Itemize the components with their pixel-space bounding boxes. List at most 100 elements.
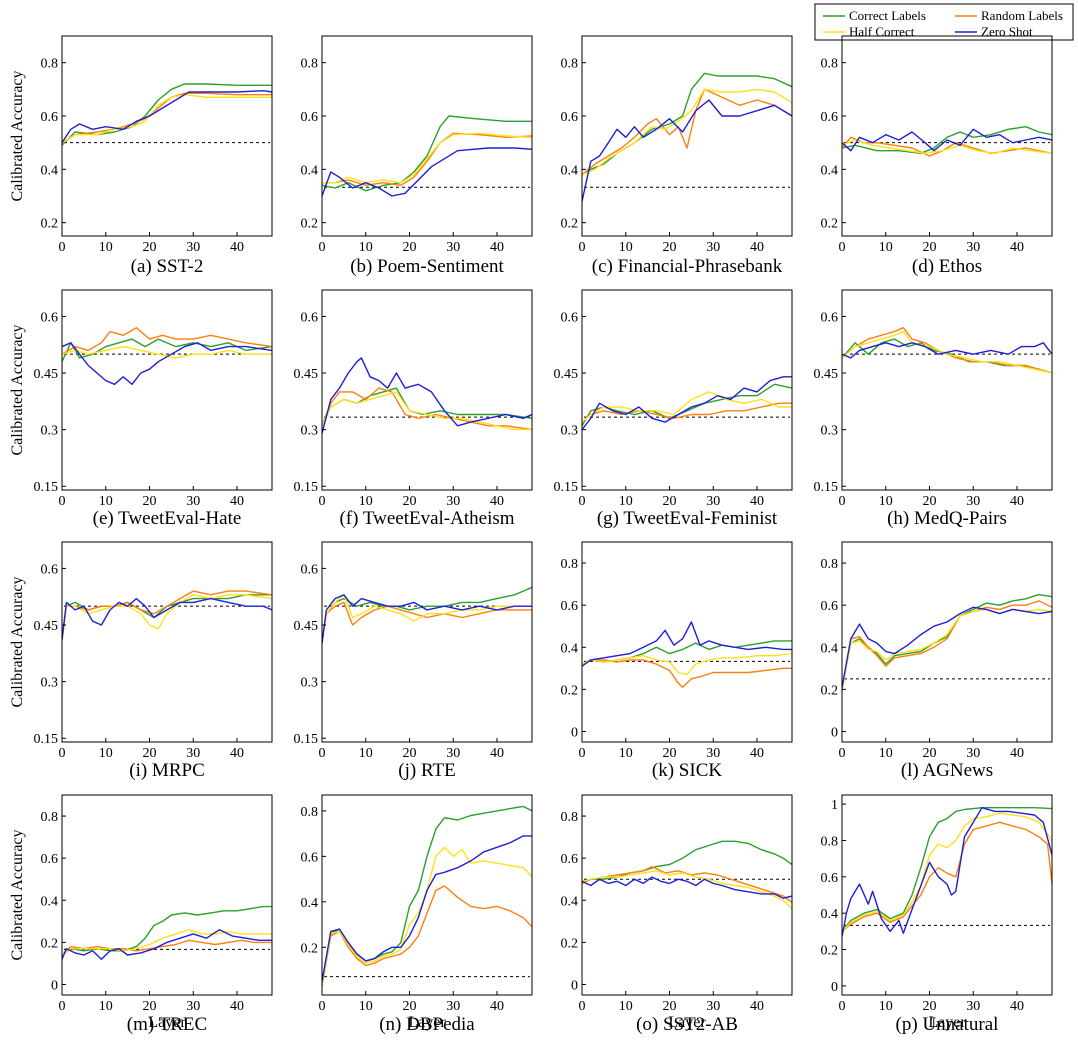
subplot-caption: (f) TweetEval-Atheism [339, 508, 514, 529]
x-tick-label: 30 [186, 494, 200, 509]
x-tick-label: 30 [706, 494, 720, 509]
x-tick-label: 10 [619, 999, 633, 1014]
subplot-caption: (l) AGNews [901, 760, 993, 781]
y-tick-label: 0.6 [41, 110, 59, 125]
y-tick-label: 0.15 [34, 480, 59, 495]
series-line [62, 343, 272, 385]
x-tick-label: 0 [319, 999, 326, 1014]
y-tick-label: 0.8 [561, 57, 579, 72]
subplot-caption: (k) SICK [652, 760, 722, 781]
y-tick-label: 0.2 [821, 944, 839, 959]
plot-frame [322, 542, 532, 742]
x-tick-label: 10 [619, 240, 633, 255]
x-tick-label: 10 [879, 999, 893, 1014]
x-tick-label: 40 [490, 999, 504, 1014]
subplot-caption: (p) Unnatural [896, 1014, 999, 1035]
chart-panel: 0 10 20 30 400.150.30.450.6(e) TweetEval-Hat… [34, 290, 273, 529]
plot-frame [842, 36, 1052, 236]
y-tick-label: 0.2 [301, 217, 319, 232]
series-line [62, 328, 272, 355]
x-tick-label: 30 [446, 999, 460, 1014]
y-tick-label: 0.6 [301, 110, 319, 125]
y-tick-label: 0.8 [41, 810, 59, 825]
series-line [582, 877, 792, 898]
series-line [322, 133, 532, 182]
x-tick-label: 20 [923, 999, 937, 1014]
chart-panel: 0 10 20 30 400.150.30.450.6(i) MRPC [34, 542, 273, 781]
series-line [322, 886, 532, 986]
plot-frame [582, 36, 792, 236]
x-tick-label: 0 [59, 494, 66, 509]
subplot-caption: (j) RTE [398, 760, 455, 781]
y-tick-label: 0.15 [34, 732, 59, 747]
x-tick-label: 30 [186, 746, 200, 761]
x-tick-label: 30 [966, 494, 980, 509]
y-tick-label: 0.6 [41, 852, 59, 867]
x-tick-label: 0 [319, 240, 326, 255]
subplot-caption: (n) DBPedia [379, 1014, 475, 1035]
subplot-caption: (m) TREC [127, 1014, 207, 1035]
plot-frame [62, 542, 272, 742]
y-tick-label: 0 [831, 980, 838, 995]
chart-panel: 0 10 20 30 40 0.2 0.4 0.6 0.8 (b) Poem-Sentiment [301, 36, 533, 277]
x-tick-label: 30 [966, 746, 980, 761]
x-tick-label: 20 [143, 746, 157, 761]
chart-panel: 0 10 20 30 40 0.2 0.4 0.6 0.8 (c) Financial-Phras… [561, 36, 793, 277]
x-tick-label: 20 [403, 494, 417, 509]
x-tick-label: 30 [446, 746, 460, 761]
y-tick-label: 0.2 [561, 217, 579, 232]
subplot-caption: (c) Financial-Phrasebank [592, 256, 783, 277]
y-axis-title: Calibrated Accuracy [9, 829, 26, 960]
x-tick-label: 20 [663, 999, 677, 1014]
x-tick-label: 0 [579, 746, 586, 761]
series-line [842, 601, 1052, 692]
y-tick-label: 0.45 [814, 367, 839, 382]
y-tick-label: 0.3 [301, 676, 319, 691]
x-tick-label: 20 [403, 240, 417, 255]
x-tick-label: 30 [446, 494, 460, 509]
chart-panel: 0 10 20 30 400.150.30.450.6(g) TweetEval-Fem… [554, 290, 793, 529]
y-tick-label: 0.4 [821, 641, 839, 656]
chart-panel: 0 10 20 30 4000.20.40.60.8Layer(m) TREC [41, 795, 273, 1035]
x-tick-label: 10 [99, 746, 113, 761]
y-tick-label: 0.8 [821, 834, 839, 849]
x-tick-label: 10 [879, 240, 893, 255]
series-line [582, 871, 792, 909]
chart-panel: 0 10 20 30 4000.20.40.60.8(l) AGNews [821, 542, 1053, 781]
subplot-caption: (d) Ethos [912, 256, 982, 277]
series-line [322, 388, 532, 426]
plot-frame [582, 542, 792, 742]
x-tick-label: 40 [750, 746, 764, 761]
plot-frame [62, 36, 272, 236]
series-line [842, 808, 1052, 937]
y-tick-label: 0.45 [34, 367, 59, 382]
plot-frame [322, 795, 532, 995]
y-tick-label: 0.3 [41, 424, 59, 439]
x-tick-label: 30 [966, 240, 980, 255]
legend-label: Half Correct [849, 24, 915, 39]
x-tick-label: 40 [750, 999, 764, 1014]
subplot-caption: (a) SST-2 [131, 256, 204, 277]
x-tick-label: 10 [619, 746, 633, 761]
series-line [842, 607, 1052, 687]
y-tick-label: 0.6 [821, 599, 839, 614]
x-tick-label: 20 [923, 240, 937, 255]
y-tick-label: 0.4 [561, 163, 579, 178]
series-line [322, 392, 532, 430]
y-tick-label: 0.15 [554, 480, 579, 495]
y-tick-label: 0.6 [41, 562, 59, 577]
x-tick-label: 40 [490, 746, 504, 761]
x-tick-label: 40 [1010, 746, 1024, 761]
x-tick-label: 30 [446, 240, 460, 255]
y-tick-label: 0.4 [561, 641, 579, 656]
series-line [62, 599, 272, 641]
x-tick-label: 20 [403, 999, 417, 1014]
x-tick-label: 30 [706, 240, 720, 255]
y-tick-label: 0.2 [821, 683, 839, 698]
y-tick-label: 0.8 [41, 57, 59, 72]
y-tick-label: 0.4 [301, 163, 319, 178]
series-line [322, 388, 532, 430]
x-tick-label: 0 [839, 999, 846, 1014]
x-tick-label: 0 [59, 999, 66, 1014]
